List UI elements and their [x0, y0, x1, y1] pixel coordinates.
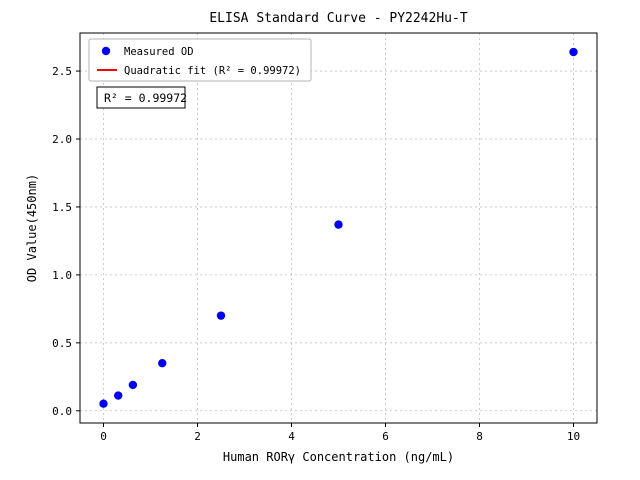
- data-point: [334, 220, 343, 229]
- legend-label-quadratic-fit: Quadratic fit (R² = 0.99972): [124, 65, 301, 77]
- x-tick-label: 4: [288, 430, 295, 443]
- y-tick-label: 2.0: [52, 133, 72, 146]
- r-squared-annotation: R² = 0.99972: [96, 86, 187, 109]
- data-point: [216, 311, 226, 320]
- data-point: [128, 380, 138, 390]
- data-point: [114, 391, 123, 400]
- data-point: [158, 359, 167, 368]
- x-tick-label: 6: [382, 430, 389, 443]
- y-axis-label: OD Value(450nm): [25, 174, 39, 282]
- y-tick-label: 0.5: [52, 337, 72, 350]
- legend-box: [88, 38, 312, 82]
- y-tick-label: 1.0: [52, 269, 72, 282]
- legend: Measured OD Quadratic fit (R² = 0.99972): [88, 38, 312, 82]
- y-tick-label: 0.0: [52, 405, 72, 418]
- legend-marker-measured-od: [101, 46, 111, 56]
- chart-title: ELISA Standard Curve - PY2242Hu-T: [209, 11, 467, 26]
- y-tick-label: 2.5: [52, 65, 72, 78]
- x-axis-label: Human RORγ Concentration (ng/mL): [223, 450, 454, 464]
- annotation-text: R² = 0.99972: [104, 91, 187, 105]
- x-tick-label: 2: [194, 430, 201, 443]
- legend-label-measured-od: Measured OD: [124, 46, 194, 58]
- plot-spines: [79, 32, 598, 424]
- x-tick-label: 8: [476, 430, 483, 443]
- annotation-box: [96, 86, 186, 109]
- x-tick-label: 0: [100, 430, 107, 443]
- y-tick-label: 1.5: [52, 201, 72, 214]
- x-tick-label: 10: [567, 430, 580, 443]
- data-point: [99, 399, 108, 408]
- data-point: [569, 47, 578, 57]
